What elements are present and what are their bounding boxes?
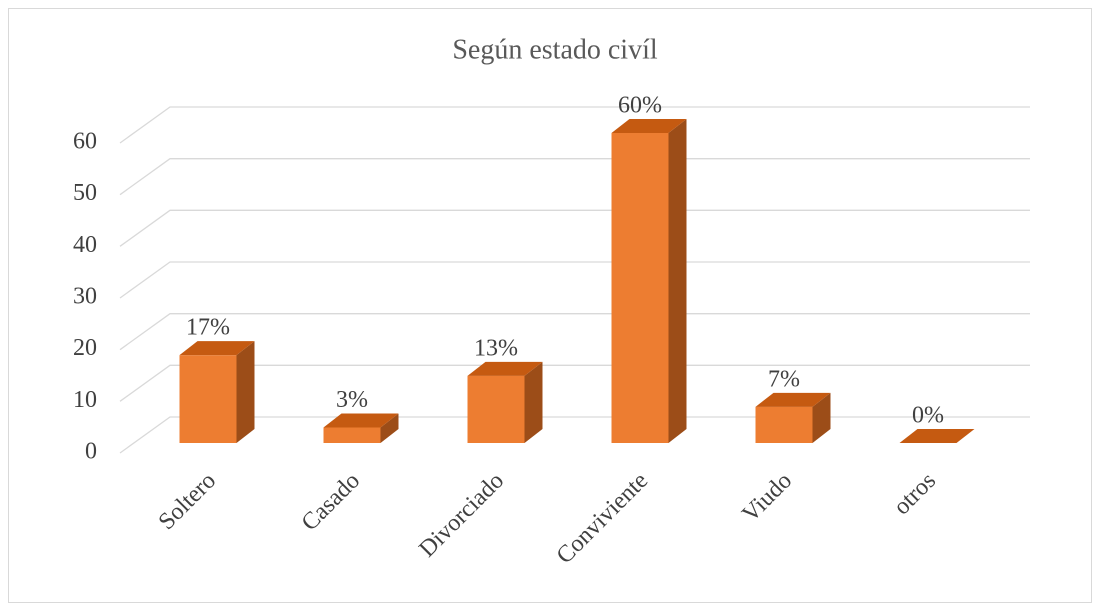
bar-front [179,355,237,443]
bar-top [467,361,543,376]
data-label: 17% [186,315,230,341]
bar-front [611,133,669,443]
grid-line [119,158,1030,196]
grid-line [119,261,1030,299]
bar-top [323,413,399,428]
y-tick-label: 60 [73,129,97,155]
bar [179,341,255,443]
y-tick-label: 40 [73,232,97,258]
grid-line [119,313,1030,351]
grid-line [119,416,1030,454]
y-tick-label: 10 [73,387,97,413]
data-label: 60% [618,93,662,119]
bar [899,429,975,443]
data-label: 13% [474,335,518,361]
bar-side [668,119,687,443]
chart-title: Según estado civíl [452,34,658,65]
bar-front [323,427,381,443]
bar-side [236,341,255,443]
bar-side [812,392,831,443]
y-tick-label: 30 [73,284,97,310]
grid-line [119,106,1030,144]
grid-line [119,209,1030,247]
bar [611,119,687,443]
data-label: 3% [336,387,368,413]
bar-side [524,361,543,443]
bar-side [380,413,399,443]
bar-top [755,392,831,407]
grid-line [119,364,1030,402]
bar [323,413,399,443]
bar [755,392,831,443]
bar-front [755,406,813,443]
bar-top [611,119,687,133]
bar-front [467,375,525,443]
bar-top [899,429,975,443]
y-tick-label: 0 [85,439,97,465]
bar-top [179,341,255,356]
bar [467,361,543,443]
data-label: 0% [912,403,944,429]
y-tick-label: 20 [73,335,97,361]
data-label: 7% [768,366,800,392]
y-tick-label: 50 [73,180,97,206]
